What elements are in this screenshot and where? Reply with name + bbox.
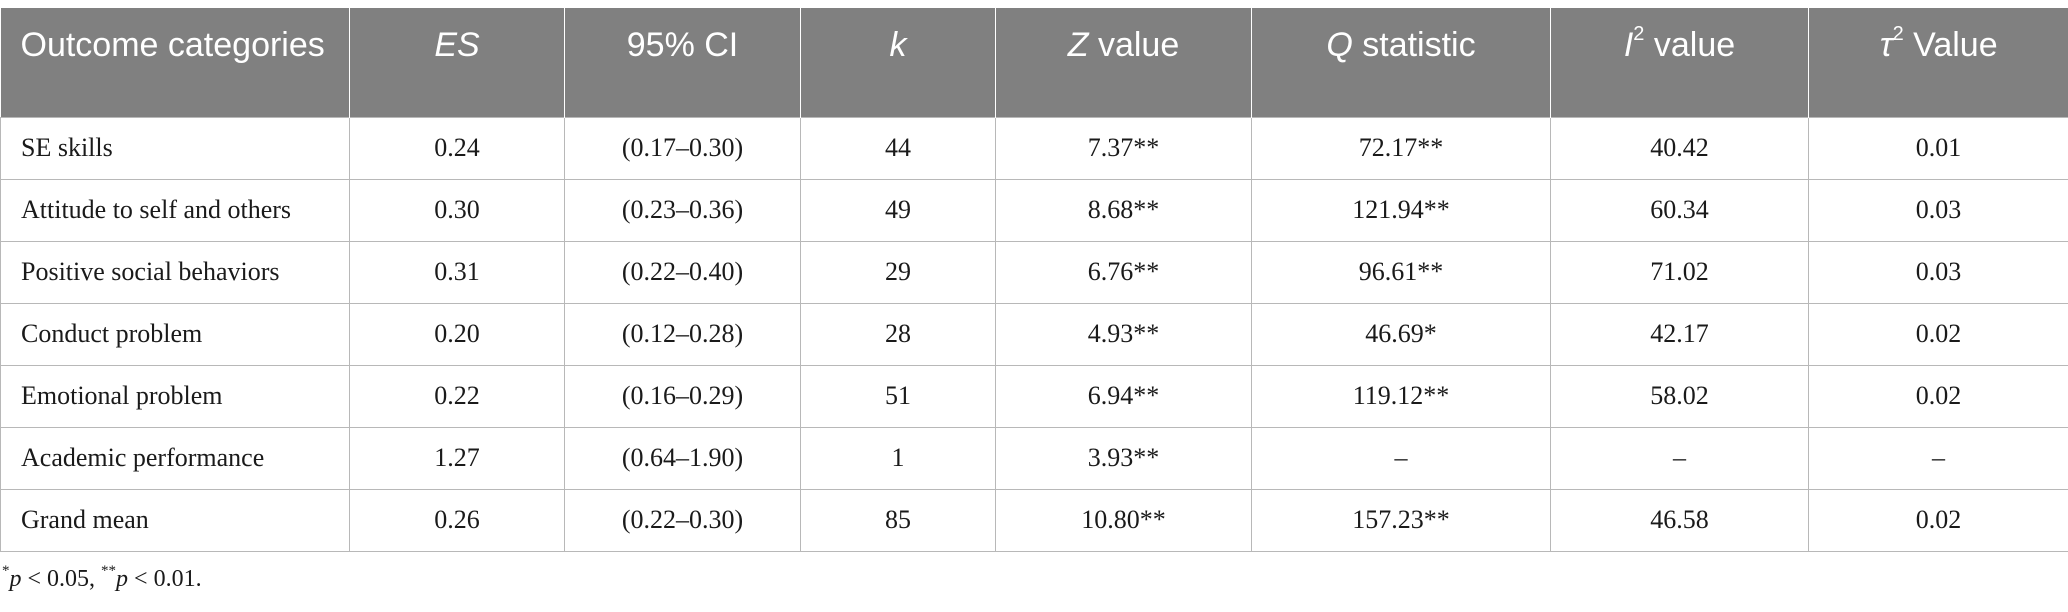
table-row: Academic performance 1.27 (0.64–1.90) 1 … [0, 426, 2068, 490]
cell-k: 44 [800, 116, 996, 180]
cell-k: 49 [800, 178, 996, 242]
cell-z: 7.37** [995, 116, 1252, 180]
cell-q: 96.61** [1251, 240, 1551, 304]
cell-k: 29 [800, 240, 996, 304]
cell-outcome: Grand mean [0, 488, 350, 552]
cell-es: 0.30 [349, 178, 565, 242]
cell-ci: (0.12–0.28) [564, 302, 801, 366]
table-row: SE skills 0.24 (0.17–0.30) 44 7.37** 72.… [0, 116, 2068, 180]
cell-es: 0.22 [349, 364, 565, 428]
cell-tau2: 0.03 [1808, 178, 2068, 242]
cell-q: – [1251, 426, 1551, 490]
cell-k: 28 [800, 302, 996, 366]
cell-ci: (0.22–0.40) [564, 240, 801, 304]
cell-k: 85 [800, 488, 996, 552]
cell-outcome: Conduct problem [0, 302, 350, 366]
cell-outcome: SE skills [0, 116, 350, 180]
cell-k: 51 [800, 364, 996, 428]
cell-es: 1.27 [349, 426, 565, 490]
table-row: Emotional problem 0.22 (0.16–0.29) 51 6.… [0, 364, 2068, 428]
cell-es: 0.26 [349, 488, 565, 552]
header-es: ES [349, 8, 565, 117]
cell-ci: (0.17–0.30) [564, 116, 801, 180]
results-table-container: Outcome categories ES 95% CI k Z value Q… [0, 8, 2068, 552]
cell-tau2: 0.02 [1808, 488, 2068, 552]
header-i2-value: I2 value [1550, 8, 1809, 117]
cell-z: 4.93** [995, 302, 1252, 366]
cell-q: 119.12** [1251, 364, 1551, 428]
cell-outcome: Emotional problem [0, 364, 350, 428]
table-row: Positive social behaviors 0.31 (0.22–0.4… [0, 240, 2068, 304]
cell-i2: 42.17 [1550, 302, 1809, 366]
cell-i2: 60.34 [1550, 178, 1809, 242]
cell-ci: (0.16–0.29) [564, 364, 801, 428]
cell-z: 3.93** [995, 426, 1252, 490]
table-footnote: *p < 0.05, **p < 0.01. [2, 563, 202, 592]
cell-tau2: 0.02 [1808, 364, 2068, 428]
cell-es: 0.20 [349, 302, 565, 366]
cell-i2: 40.42 [1550, 116, 1809, 180]
cell-i2: 71.02 [1550, 240, 1809, 304]
cell-ci: (0.64–1.90) [564, 426, 801, 490]
header-tau2-value: τ2 Value [1808, 8, 2068, 117]
cell-tau2: 0.03 [1808, 240, 2068, 304]
cell-es: 0.31 [349, 240, 565, 304]
cell-tau2: 0.02 [1808, 302, 2068, 366]
header-z-value: Z value [995, 8, 1252, 117]
table-row: Conduct problem 0.20 (0.12–0.28) 28 4.93… [0, 302, 2068, 366]
header-95-ci: 95% CI [564, 8, 801, 117]
header-k: k [800, 8, 996, 117]
cell-ci: (0.23–0.36) [564, 178, 801, 242]
cell-k: 1 [800, 426, 996, 490]
cell-ci: (0.22–0.30) [564, 488, 801, 552]
cell-i2: 46.58 [1550, 488, 1809, 552]
table-row: Grand mean 0.26 (0.22–0.30) 85 10.80** 1… [0, 488, 2068, 552]
cell-es: 0.24 [349, 116, 565, 180]
cell-q: 46.69* [1251, 302, 1551, 366]
cell-z: 6.94** [995, 364, 1252, 428]
table-row: Attitude to self and others 0.30 (0.23–0… [0, 178, 2068, 242]
cell-tau2: 0.01 [1808, 116, 2068, 180]
cell-outcome: Academic performance [0, 426, 350, 490]
cell-z: 6.76** [995, 240, 1252, 304]
cell-q: 157.23** [1251, 488, 1551, 552]
cell-i2: 58.02 [1550, 364, 1809, 428]
cell-q: 72.17** [1251, 116, 1551, 180]
cell-tau2: – [1808, 426, 2068, 490]
cell-z: 10.80** [995, 488, 1252, 552]
cell-z: 8.68** [995, 178, 1252, 242]
meta-analysis-results-table: Outcome categories ES 95% CI k Z value Q… [0, 8, 2068, 552]
header-outcome-categories: Outcome categories [0, 8, 350, 117]
cell-i2: – [1550, 426, 1809, 490]
header-row: Outcome categories ES 95% CI k Z value Q… [0, 8, 2068, 117]
table-header: Outcome categories ES 95% CI k Z value Q… [0, 8, 2068, 117]
header-q-statistic: Q statistic [1251, 8, 1551, 117]
cell-outcome: Positive social behaviors [0, 240, 350, 304]
cell-q: 121.94** [1251, 178, 1551, 242]
table-body: SE skills 0.24 (0.17–0.30) 44 7.37** 72.… [0, 116, 2068, 552]
cell-outcome: Attitude to self and others [0, 178, 350, 242]
